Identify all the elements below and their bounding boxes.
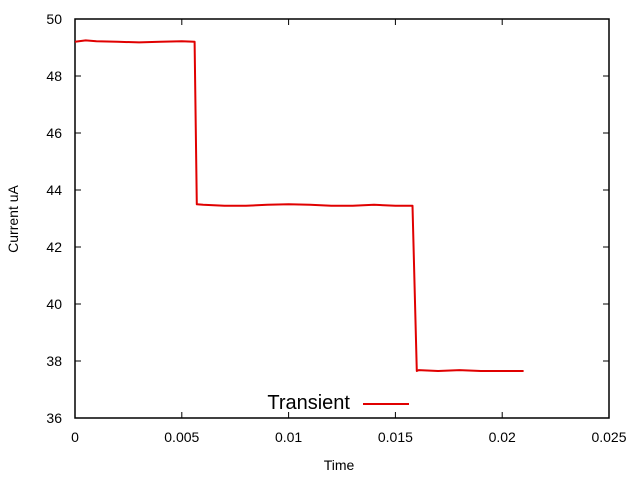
- legend-label: Transient: [267, 392, 350, 414]
- plot-frame: [74, 18, 610, 419]
- x-tick-label: 0.005: [164, 429, 199, 445]
- y-tick-label: 46: [46, 125, 62, 141]
- y-axis-title: Current uA: [5, 184, 21, 252]
- y-tick-label: 50: [46, 11, 62, 27]
- x-tick-label: 0.02: [489, 429, 516, 445]
- x-tick-label: 0.025: [591, 429, 626, 445]
- x-tick-label: 0: [71, 429, 79, 445]
- series-line-transient: [74, 39, 524, 372]
- y-tick-label: 48: [46, 68, 62, 84]
- x-axis-title: Time: [324, 457, 355, 473]
- legend: Transient: [267, 392, 409, 414]
- axes: 0 0.005 0.01 0.015 0.02 0.025 36 38 40 42 44 46 48 50: [46, 11, 626, 445]
- series-group: [74, 39, 524, 372]
- x-tick-label: 0.015: [378, 429, 413, 445]
- x-tick-label: 0.01: [275, 429, 302, 445]
- y-tick-label: 44: [46, 182, 62, 198]
- y-tick-label: 36: [46, 410, 62, 426]
- y-tick-label: 38: [46, 353, 62, 369]
- y-tick-label: 40: [46, 296, 62, 312]
- y-tick-label: 42: [46, 239, 62, 255]
